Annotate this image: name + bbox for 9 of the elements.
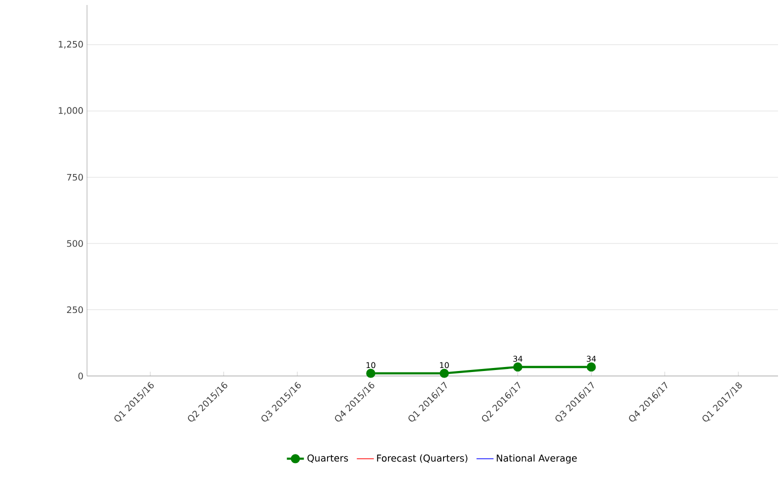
legend-label: National Average [496, 454, 577, 464]
y-tick-label: 500 [67, 240, 83, 247]
legend-label: Forecast (Quarters) [377, 454, 468, 463]
y-tick-label: 1,250 [58, 40, 83, 49]
y-tick-label: 750 [67, 174, 83, 181]
legend-label: Quarters [307, 454, 348, 463]
y-tick-label: 1,000 [58, 107, 83, 115]
y-tick-label: 0 [78, 372, 83, 380]
y-tick-label: 250 [67, 306, 83, 314]
